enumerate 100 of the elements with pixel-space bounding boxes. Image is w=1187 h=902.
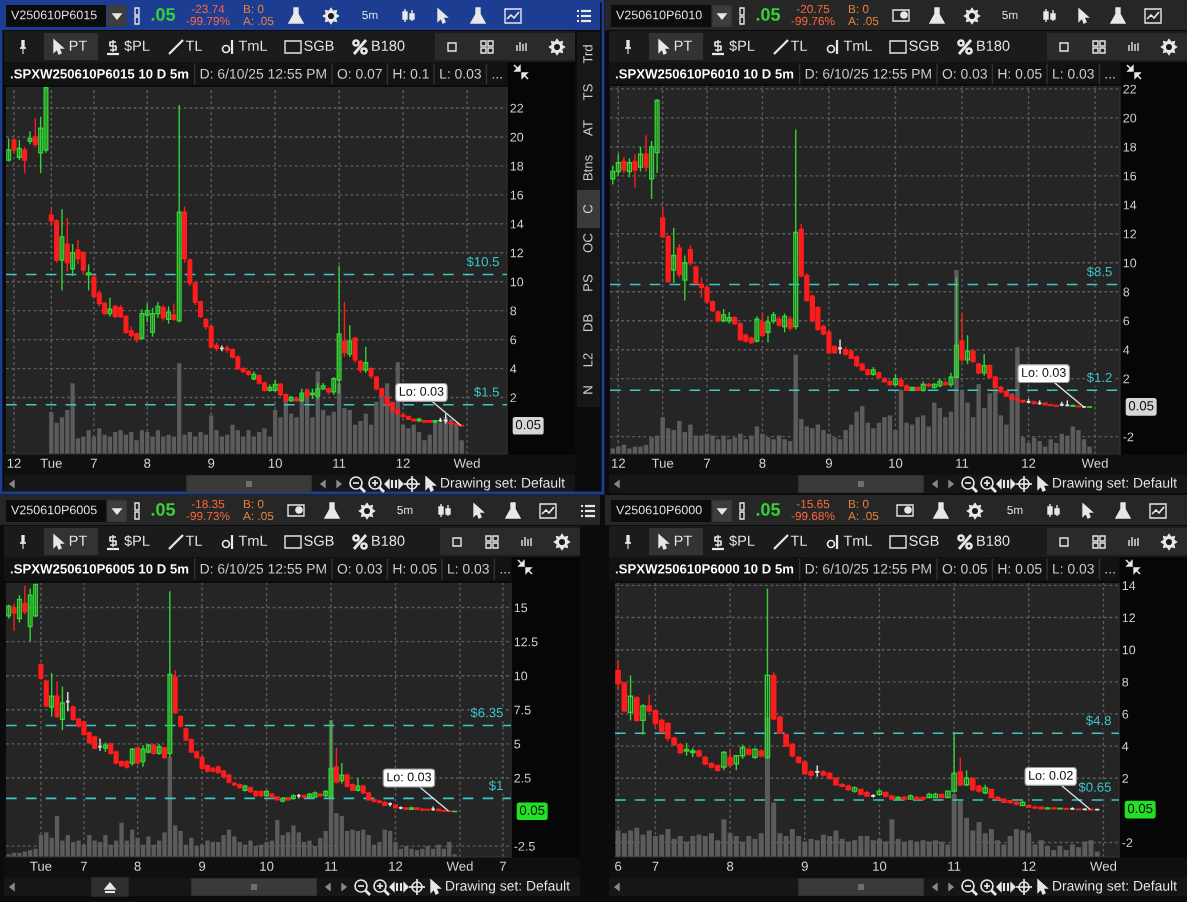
text: .05 <box>756 503 781 516</box>
ref-line-label: $6.35 <box>470 707 503 719</box>
text: V250610P6015 <box>11 10 97 20</box>
text: B180 <box>977 40 1010 51</box>
candlestick <box>964 334 971 365</box>
candlestick <box>6 137 12 163</box>
text: .05 <box>151 8 176 21</box>
candlestick <box>171 302 177 322</box>
text: TL <box>185 535 203 546</box>
ref-line-label: $1.5 <box>473 386 499 398</box>
text: -99.68% <box>791 511 835 521</box>
x-tick-label: 12 <box>389 861 403 871</box>
candlestick <box>333 747 339 785</box>
y-tick-label: 2.5 <box>514 773 531 783</box>
chart-title: .SPXW250610P6015 10 D 5m <box>10 69 189 79</box>
text: O: 0.03 <box>337 563 382 574</box>
y-tick-label: 10 <box>1122 645 1136 655</box>
candlestick <box>16 139 22 161</box>
text: A: .05 <box>243 16 274 26</box>
y-tick-label: 8 <box>1123 287 1130 297</box>
candlestick <box>752 747 758 760</box>
text: 0.05 <box>515 419 541 430</box>
y-tick-label: 14 <box>1123 200 1137 210</box>
x-tick-label: Wed <box>446 861 473 871</box>
text: -99.79% <box>186 16 230 26</box>
text: Drawing set: Default <box>446 880 570 894</box>
text: 5m <box>1007 505 1023 515</box>
x-tick-label: Tue <box>651 458 674 468</box>
candlestick <box>687 244 693 267</box>
candlestick <box>782 312 788 333</box>
y-tick-label: 8 <box>1122 677 1129 687</box>
x-tick-label: 8 <box>759 458 766 468</box>
y-tick-label: 18 <box>510 161 524 171</box>
x-tick-label: 8 <box>727 861 734 871</box>
text: SGB <box>304 40 334 51</box>
candlestick <box>643 134 649 173</box>
ref-line-label: $10.5 <box>466 256 499 268</box>
y-tick-label: 16 <box>510 190 524 200</box>
candlestick <box>352 336 358 364</box>
y-tick-label: -2.5 <box>514 841 535 851</box>
candlestick <box>59 685 65 731</box>
text: TmL <box>843 40 873 51</box>
x-tick-label: Tue <box>30 861 52 871</box>
candlestick <box>86 263 92 292</box>
candlestick <box>754 315 760 344</box>
y-tick-label: 22 <box>1123 84 1137 94</box>
text: SGB <box>909 535 939 546</box>
x-tick-label: 7 <box>652 861 659 871</box>
text: B180 <box>977 535 1010 546</box>
text: B180 <box>372 535 405 546</box>
candlestick <box>637 146 644 173</box>
y-tick-label: -2 <box>1123 432 1134 442</box>
text: H: 0.05 <box>998 563 1042 574</box>
candlestick <box>355 777 361 793</box>
x-tick-label: 10 <box>889 458 903 468</box>
text: TL <box>790 40 808 51</box>
text: D: 6/10/25 12:55 PM <box>200 563 326 574</box>
text: -23.74 <box>191 4 225 14</box>
text: TmL <box>238 40 268 51</box>
chart-title: .SPXW250610P6010 10 D 5m <box>615 69 794 79</box>
text: H: 0.05 <box>998 68 1042 79</box>
x-tick-label: 12 <box>611 458 625 468</box>
x-tick-label: 11 <box>948 861 961 871</box>
x-tick-label: 11 <box>333 458 346 468</box>
x-tick-label: 9 <box>801 861 808 871</box>
candlestick <box>640 703 646 736</box>
candlestick <box>759 312 766 338</box>
text: L: 0.03 <box>440 68 481 79</box>
x-tick-label: 9 <box>199 861 206 871</box>
text: -15.65 <box>796 499 830 509</box>
text: A: .05 <box>243 511 274 521</box>
y-tick-label: 12.5 <box>514 637 538 647</box>
text: DB <box>583 314 593 332</box>
text: B: 0 <box>243 499 264 509</box>
text: Drawing set: Default <box>1053 880 1177 894</box>
y-tick-label: 2 <box>1123 374 1130 384</box>
x-tick-label: 12 <box>396 458 410 468</box>
text: B: 0 <box>848 4 869 14</box>
y-tick-label: 15 <box>514 603 528 613</box>
x-tick-label: 12 <box>1022 861 1036 871</box>
y-tick-label: 6 <box>1122 709 1129 719</box>
text: TL <box>185 40 203 51</box>
y-tick-label: 14 <box>1122 581 1136 590</box>
x-tick-label: 10 <box>268 458 282 468</box>
text: L: 0.03 <box>1053 68 1094 79</box>
text: V250610P6005 <box>11 505 97 515</box>
y-tick-label: 2 <box>510 393 517 403</box>
chart-title: .SPXW250610P6005 10 D 5m <box>10 564 189 574</box>
y-tick-label: 8 <box>510 306 517 316</box>
candlestick <box>721 750 727 771</box>
candlestick <box>632 153 638 189</box>
y-tick-label: 10 <box>514 671 528 681</box>
candlestick <box>32 117 38 148</box>
candlestick <box>981 353 987 377</box>
text: L: 0.03 <box>1053 563 1094 574</box>
candlestick <box>627 674 634 722</box>
y-tick-label: 10 <box>1123 258 1137 268</box>
candlestick <box>347 324 353 358</box>
text: L2 <box>583 353 593 367</box>
text: 5m <box>397 505 413 515</box>
